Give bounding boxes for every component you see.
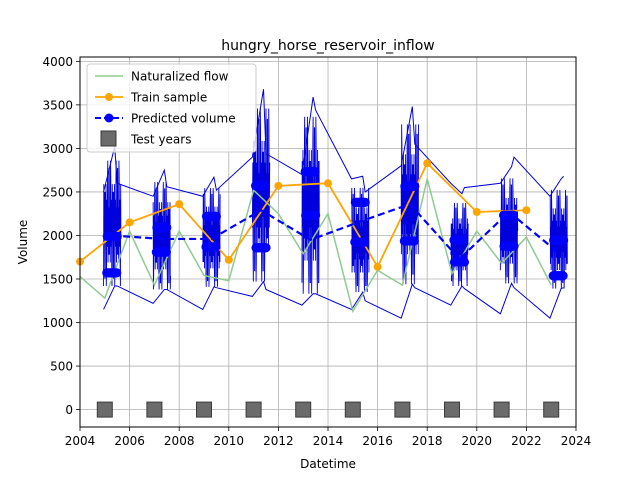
x-tick-label: 2004: [65, 434, 96, 448]
x-axis-label: Datetime: [300, 457, 356, 471]
test-year-marker: [394, 401, 411, 418]
legend-marker-predicted: [104, 113, 114, 123]
predicted-volume-point: [556, 235, 566, 245]
test-year-marker: [245, 401, 262, 418]
predicted-volume-point: [502, 210, 513, 220]
predicted-volume-point: [304, 166, 314, 177]
x-tick-label: 2006: [114, 434, 145, 448]
predicted-volume-point: [251, 243, 261, 253]
x-tick-label: 2022: [511, 434, 542, 448]
series-test-years: [96, 401, 560, 418]
predicted-volume-point: [552, 271, 562, 281]
band-line-lower: [103, 280, 564, 320]
predicted-volume-point: [106, 268, 116, 278]
spike-trace: [549, 189, 568, 289]
predicted-volume-point: [549, 235, 559, 245]
test-year-marker: [96, 401, 113, 418]
test-year-marker: [493, 401, 510, 418]
legend: Naturalized flow Train sample Predicted …: [86, 63, 257, 153]
predicted-volume-point: [152, 222, 162, 233]
legend-marker-train: [105, 93, 113, 101]
series-predicted-volume: [102, 166, 569, 281]
predicted-volume-point: [506, 241, 516, 251]
predicted-volume-point: [407, 181, 417, 191]
test-year-marker: [295, 401, 312, 418]
legend-label-test-years: Test years: [130, 133, 191, 147]
legend-label-train: Train sample: [130, 91, 207, 105]
naturalized-flow-line: [79, 178, 552, 314]
train-sample-point: [125, 218, 134, 227]
test-year-marker: [146, 401, 163, 418]
x-tick-label: 2010: [214, 434, 245, 448]
predicted-volume-point: [159, 222, 169, 233]
train-sample-point: [423, 159, 432, 168]
test-year-marker: [196, 401, 212, 418]
train-sample-line: [79, 161, 527, 269]
predicted-volume-point: [453, 235, 463, 245]
test-year-marker: [543, 401, 560, 418]
train-sample-point: [324, 179, 332, 188]
predicted-volume-point: [357, 197, 367, 207]
predicted-volume-point: [354, 237, 364, 247]
train-sample-point: [373, 262, 382, 271]
test-year-marker: [344, 401, 361, 418]
x-tick-label: 2014: [313, 434, 344, 448]
series-train-sample: [76, 159, 531, 271]
predicted-volume-point: [403, 236, 413, 246]
predicted-volume-point: [456, 257, 467, 267]
legend-label-predicted: Predicted volume: [131, 112, 236, 126]
predicted-volume-point: [155, 247, 165, 257]
y-tick-label: 1500: [42, 273, 73, 287]
predicted-volume-point: [201, 211, 212, 221]
y-tick-label: 1000: [42, 316, 73, 330]
legend-label-naturalized: Naturalized flow: [131, 70, 229, 84]
x-tick-label: 2024: [561, 434, 592, 448]
x-tick-label: 2018: [412, 434, 443, 448]
predicted-volume-point: [301, 210, 311, 220]
predicted-volume-point: [254, 181, 265, 191]
y-tick-label: 2000: [42, 229, 73, 243]
predicted-volume-point: [205, 242, 215, 252]
train-sample-point: [274, 181, 283, 190]
train-sample-point: [224, 255, 233, 264]
x-tick-label: 2016: [362, 434, 393, 448]
legend-marker-test-years: [100, 130, 117, 147]
y-tick-label: 4000: [42, 55, 73, 69]
x-tick-label: 2020: [462, 434, 493, 448]
y-axis-ticks: 0 500 1000 1500 2000 2500 3000 3500 4000: [42, 55, 80, 417]
predicted-volume-point: [350, 197, 360, 207]
y-tick-label: 3500: [42, 98, 73, 112]
series-naturalized-flow: [79, 178, 552, 314]
y-tick-label: 3000: [42, 142, 73, 156]
predicted-volume-point: [400, 181, 410, 191]
y-axis-label: Volume: [16, 220, 30, 265]
y-tick-label: 0: [65, 403, 73, 417]
x-tick-label: 2008: [164, 434, 195, 448]
x-tick-label: 2012: [263, 434, 294, 448]
legend-box: [86, 63, 257, 153]
predicted-volume-point: [308, 210, 318, 220]
train-sample-point: [472, 207, 481, 216]
predicted-volume-point: [499, 241, 509, 251]
chart-title: hungry_horse_reservoir_inflow: [221, 38, 434, 54]
predicted-volume-point: [258, 243, 268, 253]
y-tick-label: 2500: [42, 185, 73, 199]
train-sample-point: [522, 206, 531, 215]
predicted-volume-point: [208, 211, 219, 221]
predicted-volume-point: [449, 257, 460, 267]
train-sample-point: [175, 200, 184, 209]
spike-trace: [351, 187, 370, 293]
test-year-marker: [444, 401, 460, 418]
y-tick-label: 500: [50, 360, 73, 374]
x-axis-ticks: 2004 2006 2008 2010 2012 2014 2016 2018 2020 2022…: [65, 427, 592, 448]
predicted-volume-point: [109, 231, 119, 242]
predicted-volume-point: [102, 231, 112, 242]
spike-trace: [202, 188, 221, 287]
